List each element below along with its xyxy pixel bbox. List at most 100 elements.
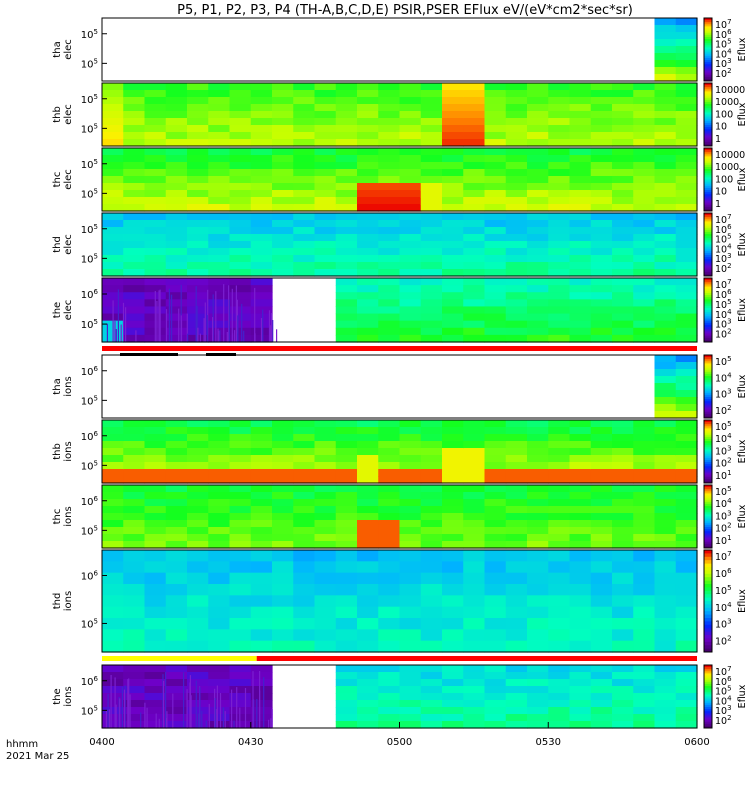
spectrogram-cell	[123, 700, 146, 708]
spectrogram-cell	[357, 561, 379, 574]
spectrogram-cell	[569, 499, 592, 507]
colorbar-step	[704, 514, 712, 517]
spectrogram-cell	[527, 125, 549, 133]
spectrogram-cell	[654, 707, 677, 715]
spectrogram-cell	[484, 132, 507, 140]
spectrogram-cell	[654, 18, 677, 26]
spectrogram-cell	[335, 629, 358, 642]
spectrogram-cell	[229, 90, 252, 98]
spectrogram-cell	[378, 285, 401, 293]
spectrogram-cell	[208, 155, 231, 163]
spectrogram-cell	[612, 155, 634, 163]
panel-frame	[101, 354, 698, 419]
colorbar-step	[704, 711, 712, 714]
spectrogram-cell	[612, 499, 634, 507]
spectrogram-cell	[123, 104, 146, 112]
spectrogram-cell	[399, 183, 422, 191]
spectrogram-cell	[612, 606, 634, 619]
spectrogram-cell	[272, 104, 294, 112]
spectrogram-cell	[123, 572, 146, 585]
spectrogram-cell	[187, 241, 209, 249]
spectrogram-cell	[548, 132, 571, 140]
spectrogram-cell	[357, 197, 379, 205]
panels-group: thaelec105105107106105104103102Efluxthbe…	[52, 17, 748, 729]
colorbar-frame	[703, 354, 713, 419]
spectrogram-cell	[335, 714, 358, 722]
spectrogram-cell	[463, 584, 486, 596]
spectrogram-cell	[335, 534, 358, 542]
spectrogram-cell	[463, 320, 486, 329]
spectrogram-cell	[420, 469, 443, 477]
spectrogram-cell	[463, 541, 486, 549]
spectrogram-cell	[165, 448, 188, 456]
spectrogram-cell	[335, 278, 358, 286]
spectrogram-cell	[675, 618, 698, 630]
spectrogram-cell	[165, 148, 188, 156]
spectrogram-cell	[314, 448, 337, 456]
spectrogram-cell	[675, 197, 698, 205]
spectrogram-cell	[654, 278, 677, 286]
colorbar-step	[704, 66, 712, 69]
spectrogram-cell	[357, 550, 379, 562]
spectrogram-cell	[102, 550, 124, 562]
spectrogram-cell	[293, 485, 316, 493]
spectrogram-cell	[335, 561, 358, 574]
spectrogram-cell	[293, 248, 316, 256]
noise-streak	[252, 671, 254, 728]
spectrogram-cell	[187, 278, 209, 286]
spectrogram-cell	[484, 155, 507, 163]
spectrogram-cell	[144, 176, 167, 184]
spectrogram-cell	[357, 241, 379, 249]
spectrogram-cell	[293, 606, 316, 619]
spectrogram-cell	[548, 213, 571, 221]
spectrogram-cell	[590, 213, 613, 221]
spectrogram-cell	[293, 269, 316, 277]
spectrogram-cell	[187, 306, 209, 315]
spectrogram-cell	[399, 520, 422, 528]
spectrogram-cell	[250, 241, 273, 249]
spectrogram-cell	[484, 104, 507, 112]
spectrogram-cell	[654, 118, 677, 126]
spectrogram-cell	[144, 499, 167, 507]
spectrogram-cell	[463, 118, 486, 126]
spectrogram-cell	[484, 506, 507, 514]
spectrogram-cell	[633, 183, 656, 191]
spectrogram-cell	[399, 306, 422, 315]
spectrogram-cell	[250, 520, 273, 528]
colorbar-step	[704, 53, 712, 57]
spectrogram-cell	[335, 686, 358, 694]
spectrogram-cell	[505, 183, 528, 191]
spectrogram-cell	[505, 125, 528, 133]
spectrogram-cell	[123, 550, 146, 562]
spectrogram-cell	[357, 334, 379, 343]
spectrogram-cell	[102, 139, 124, 147]
spectrogram-cell	[357, 220, 379, 228]
spectrogram-cell	[463, 190, 486, 198]
spectrogram-cell	[187, 169, 209, 177]
spectrogram-cell	[675, 383, 698, 391]
spectrogram-cell	[675, 679, 698, 687]
spectrogram-cell	[272, 561, 294, 574]
spectrogram-cell	[208, 527, 231, 535]
spectrogram-cell	[187, 83, 209, 91]
spectrogram-cell	[208, 513, 231, 521]
colorbar-step	[704, 307, 712, 311]
spectrogram-cell	[208, 220, 231, 228]
colorbar-step	[704, 314, 712, 317]
colorbar-step	[704, 382, 712, 385]
spectrogram-cell	[442, 520, 464, 528]
spectrogram-cell	[272, 520, 294, 528]
colorbar-step	[704, 553, 712, 558]
spectrogram-cell	[505, 111, 528, 119]
spectrogram-cell	[420, 269, 443, 277]
spectrogram-cell	[484, 204, 507, 212]
spectrogram-cell	[378, 104, 401, 112]
panel-frame	[101, 549, 698, 653]
spectrogram-cell	[165, 693, 188, 701]
noise-streak	[214, 698, 216, 728]
spectrogram-cell	[442, 299, 464, 308]
spectrogram-cell	[654, 139, 677, 147]
spectrogram-cell	[208, 686, 231, 694]
spectrogram-cell	[612, 169, 634, 177]
spectrogram-cell	[272, 506, 294, 514]
